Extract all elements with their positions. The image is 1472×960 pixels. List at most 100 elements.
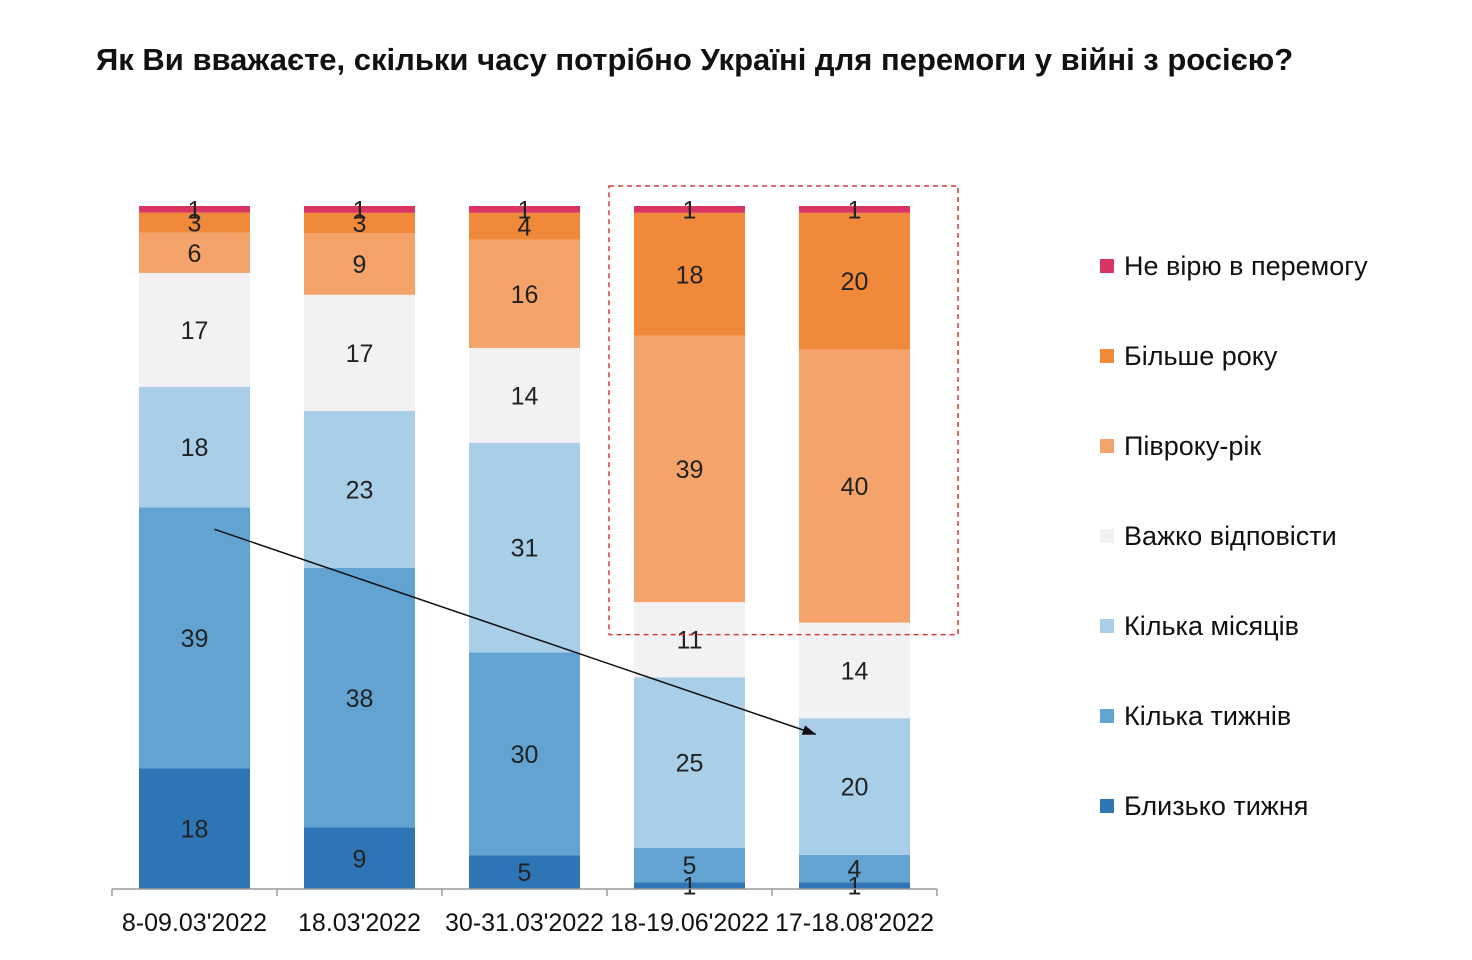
legend-swatch: [1100, 529, 1114, 543]
data-label: 1: [518, 196, 532, 224]
legend-swatch: [1100, 349, 1114, 363]
x-tick-label: 30-31.03'2022: [445, 909, 604, 937]
bar-segment: [304, 827, 415, 889]
legend-label: Більше року: [1124, 340, 1278, 371]
bar-segment: [139, 507, 250, 769]
data-label: 17: [346, 340, 374, 368]
bar-segment: [799, 718, 910, 855]
chart-title: Як Ви вважаєте, скільки часу потрібно Ук…: [96, 42, 1294, 77]
bar-segment: [634, 602, 745, 678]
legend-item: Більше року: [1100, 338, 1277, 374]
bar-segment: [634, 677, 745, 849]
data-label: 14: [511, 382, 539, 410]
data-label: 16: [511, 281, 539, 309]
data-label: 3: [188, 210, 202, 238]
legend-label: Кілька місяців: [1124, 610, 1299, 641]
bar-segment: [469, 855, 580, 889]
data-label: 1: [848, 196, 862, 224]
bar-segment: [634, 848, 745, 883]
bar-segment: [139, 272, 250, 387]
data-label: 20: [841, 774, 869, 802]
data-label: 30: [511, 741, 539, 769]
legend-label: Кілька тижнів: [1124, 700, 1292, 731]
trend-arrow: [214, 528, 817, 735]
x-tick-label: 18.03'2022: [298, 909, 421, 937]
data-labels-layer: 1839181763193823179315303114164115251139…: [181, 196, 869, 900]
data-label: 31: [511, 535, 539, 563]
legend-swatch: [1100, 799, 1114, 813]
bar-segment: [304, 294, 415, 411]
data-label: 3: [353, 210, 367, 238]
legend-label: Півроку-рік: [1124, 430, 1262, 461]
bar-segment: [634, 882, 745, 889]
x-tick-label: 18-19.06'2022: [610, 909, 769, 937]
bar-segment: [799, 854, 910, 883]
bar-segment: [304, 212, 415, 234]
data-label: 25: [676, 750, 704, 778]
bars-layer: [139, 206, 910, 889]
data-label: 38: [346, 685, 374, 713]
data-label: 11: [677, 627, 703, 655]
legend-swatch: [1100, 619, 1114, 633]
data-label: 1: [683, 196, 697, 224]
legend-item: Важко відповісти: [1100, 518, 1337, 554]
bar-segment: [799, 206, 910, 213]
bar-segment: [304, 206, 415, 213]
data-label: 14: [841, 657, 869, 685]
legend-label: Важко відповісти: [1124, 520, 1337, 551]
bar-segment: [469, 652, 580, 856]
data-label: 39: [676, 456, 704, 484]
data-label: 4: [518, 213, 532, 241]
bar-segment: [139, 386, 250, 508]
x-tick-label: 17-18.08'2022: [775, 909, 934, 937]
legend-swatch: [1100, 439, 1114, 453]
highlight-box: [608, 185, 959, 636]
legend-item: Близько тижня: [1100, 788, 1308, 824]
data-label: 1: [188, 196, 202, 224]
data-label: 39: [181, 625, 209, 653]
bar-segment: [799, 349, 910, 623]
data-label: 40: [841, 473, 869, 501]
data-label: 9: [353, 845, 367, 873]
bar-segment: [634, 335, 745, 603]
bar-segment: [139, 232, 250, 273]
bar-segment: [139, 206, 250, 213]
annotations-layer: [214, 185, 959, 735]
data-label: 17: [181, 317, 209, 345]
legend-label: Близько тижня: [1124, 790, 1309, 821]
data-label: 4: [848, 856, 862, 884]
data-label: 18: [181, 816, 209, 844]
data-label: 18: [181, 434, 209, 462]
x-axis: 8-09.03'2022 18.03'2022 30-31.03'2022 18-19…: [111, 888, 938, 937]
legend-label: Не вірю в перемогу: [1124, 250, 1368, 281]
legend-swatch: [1100, 259, 1114, 273]
bar-segment: [304, 410, 415, 568]
bar-segment: [799, 622, 910, 719]
bar-segment: [139, 768, 250, 889]
bar-segment: [469, 212, 580, 240]
bar-segment: [469, 348, 580, 443]
bar-segment: [469, 239, 580, 349]
legend-item: Кілька тижнів: [1100, 698, 1291, 734]
data-label: 5: [518, 859, 532, 887]
legend-swatch: [1100, 709, 1114, 723]
data-label: 1: [353, 196, 367, 224]
data-label: 23: [346, 476, 374, 504]
data-label: 6: [188, 240, 202, 268]
data-label: 18: [676, 261, 704, 289]
legend-item: Не вірю в перемогу: [1100, 248, 1368, 284]
bar-segment: [304, 233, 415, 295]
legend-item: Кілька місяців: [1100, 608, 1299, 644]
bar-segment: [634, 206, 745, 213]
data-label: 9: [353, 251, 367, 279]
bar-segment: [469, 206, 580, 213]
legend-item: Півроку-рік: [1100, 428, 1261, 464]
data-label: 5: [683, 852, 697, 880]
bar-segment: [469, 442, 580, 653]
bar-segment: [634, 212, 745, 336]
bar-segment: [139, 212, 250, 233]
data-label: 1: [683, 873, 697, 901]
data-label: 20: [841, 268, 869, 296]
x-tick-label: 8-09.03'2022: [122, 909, 267, 937]
